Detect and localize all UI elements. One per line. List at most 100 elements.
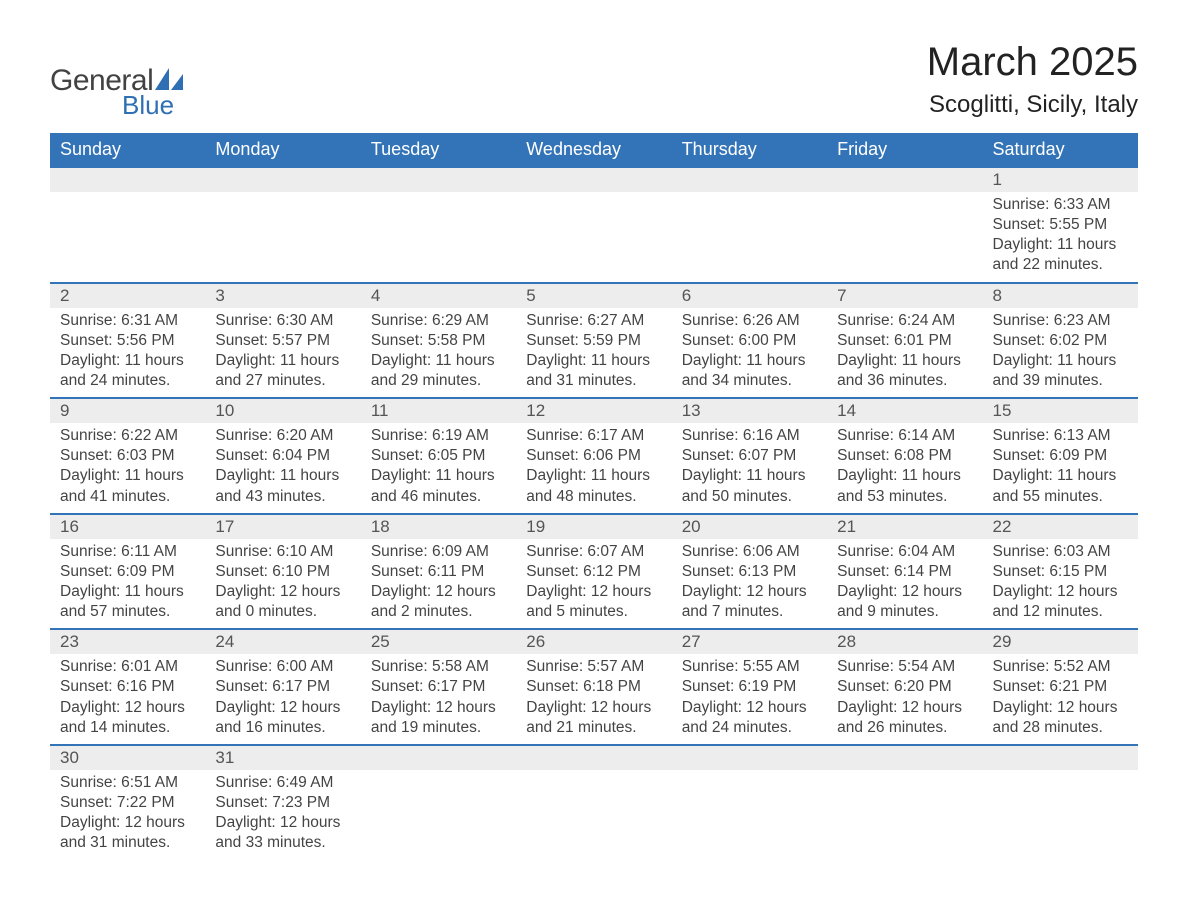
day-content: Sunrise: 6:33 AMSunset: 5:55 PMDaylight:… <box>983 192 1138 282</box>
daylight-line: Daylight: 11 hours and 53 minutes. <box>837 466 972 506</box>
sunrise-line: Sunrise: 6:06 AM <box>682 542 817 562</box>
sunrise-line: Sunrise: 6:30 AM <box>215 311 350 331</box>
day-number: 20 <box>672 515 827 539</box>
daylight-line: Daylight: 11 hours and 31 minutes. <box>526 351 661 391</box>
daylight-line: Daylight: 11 hours and 43 minutes. <box>215 466 350 506</box>
sunrise-line: Sunrise: 6:09 AM <box>371 542 506 562</box>
sunset-line: Sunset: 6:20 PM <box>837 677 972 697</box>
calendar-day-cell: 7Sunrise: 6:24 AMSunset: 6:01 PMDaylight… <box>827 283 982 399</box>
sunset-line: Sunset: 6:11 PM <box>371 562 506 582</box>
sunset-line: Sunset: 6:03 PM <box>60 446 195 466</box>
day-number <box>827 746 982 770</box>
daylight-line: Daylight: 11 hours and 41 minutes. <box>60 466 195 506</box>
day-number: 8 <box>983 284 1138 308</box>
weekday-header: Thursday <box>672 133 827 167</box>
day-number <box>205 168 360 192</box>
sunset-line: Sunset: 6:10 PM <box>215 562 350 582</box>
day-content: Sunrise: 6:10 AMSunset: 6:10 PMDaylight:… <box>205 539 360 629</box>
weekday-header: Saturday <box>983 133 1138 167</box>
calendar-empty-cell <box>205 167 360 283</box>
day-content: Sunrise: 6:23 AMSunset: 6:02 PMDaylight:… <box>983 308 1138 398</box>
daylight-line: Daylight: 11 hours and 57 minutes. <box>60 582 195 622</box>
day-number: 24 <box>205 630 360 654</box>
calendar-day-cell: 17Sunrise: 6:10 AMSunset: 6:10 PMDayligh… <box>205 514 360 630</box>
daylight-line: Daylight: 12 hours and 14 minutes. <box>60 698 195 738</box>
day-content: Sunrise: 6:31 AMSunset: 5:56 PMDaylight:… <box>50 308 205 398</box>
sunset-line: Sunset: 6:05 PM <box>371 446 506 466</box>
calendar-day-cell: 26Sunrise: 5:57 AMSunset: 6:18 PMDayligh… <box>516 629 671 745</box>
daylight-line: Daylight: 12 hours and 26 minutes. <box>837 698 972 738</box>
day-content: Sunrise: 6:20 AMSunset: 6:04 PMDaylight:… <box>205 423 360 513</box>
day-number: 30 <box>50 746 205 770</box>
sunset-line: Sunset: 6:19 PM <box>682 677 817 697</box>
day-content: Sunrise: 6:11 AMSunset: 6:09 PMDaylight:… <box>50 539 205 629</box>
day-number: 27 <box>672 630 827 654</box>
day-number: 22 <box>983 515 1138 539</box>
day-content: Sunrise: 6:06 AMSunset: 6:13 PMDaylight:… <box>672 539 827 629</box>
calendar-day-cell: 22Sunrise: 6:03 AMSunset: 6:15 PMDayligh… <box>983 514 1138 630</box>
daylight-line: Daylight: 11 hours and 50 minutes. <box>682 466 817 506</box>
daylight-line: Daylight: 12 hours and 5 minutes. <box>526 582 661 622</box>
sunset-line: Sunset: 6:17 PM <box>371 677 506 697</box>
sunset-line: Sunset: 6:00 PM <box>682 331 817 351</box>
day-number <box>672 746 827 770</box>
day-number: 7 <box>827 284 982 308</box>
sunset-line: Sunset: 6:06 PM <box>526 446 661 466</box>
sunrise-line: Sunrise: 6:49 AM <box>215 773 350 793</box>
day-number: 13 <box>672 399 827 423</box>
daylight-line: Daylight: 12 hours and 7 minutes. <box>682 582 817 622</box>
daylight-line: Daylight: 11 hours and 24 minutes. <box>60 351 195 391</box>
weekday-header: Tuesday <box>361 133 516 167</box>
sunset-line: Sunset: 6:15 PM <box>993 562 1128 582</box>
day-content <box>205 192 360 272</box>
day-content: Sunrise: 6:03 AMSunset: 6:15 PMDaylight:… <box>983 539 1138 629</box>
sunset-line: Sunset: 7:23 PM <box>215 793 350 813</box>
location: Scoglitti, Sicily, Italy <box>927 91 1138 119</box>
sunrise-line: Sunrise: 6:51 AM <box>60 773 195 793</box>
daylight-line: Daylight: 12 hours and 21 minutes. <box>526 698 661 738</box>
calendar-day-cell: 2Sunrise: 6:31 AMSunset: 5:56 PMDaylight… <box>50 283 205 399</box>
sunrise-line: Sunrise: 6:27 AM <box>526 311 661 331</box>
sunset-line: Sunset: 7:22 PM <box>60 793 195 813</box>
sunset-line: Sunset: 5:59 PM <box>526 331 661 351</box>
day-number: 1 <box>983 168 1138 192</box>
calendar-day-cell: 29Sunrise: 5:52 AMSunset: 6:21 PMDayligh… <box>983 629 1138 745</box>
day-content: Sunrise: 6:14 AMSunset: 6:08 PMDaylight:… <box>827 423 982 513</box>
title-block: March 2025 Scoglitti, Sicily, Italy <box>927 40 1138 119</box>
calendar-empty-cell <box>361 167 516 283</box>
day-content <box>672 770 827 850</box>
day-number: 2 <box>50 284 205 308</box>
day-number: 12 <box>516 399 671 423</box>
sunset-line: Sunset: 6:09 PM <box>993 446 1128 466</box>
day-content <box>516 192 671 272</box>
sunset-line: Sunset: 6:17 PM <box>215 677 350 697</box>
sunrise-line: Sunrise: 6:00 AM <box>215 657 350 677</box>
sunset-line: Sunset: 5:56 PM <box>60 331 195 351</box>
sunrise-line: Sunrise: 6:17 AM <box>526 426 661 446</box>
day-content <box>983 770 1138 850</box>
day-number: 11 <box>361 399 516 423</box>
calendar-week-row: 16Sunrise: 6:11 AMSunset: 6:09 PMDayligh… <box>50 514 1138 630</box>
day-content: Sunrise: 6:16 AMSunset: 6:07 PMDaylight:… <box>672 423 827 513</box>
sunrise-line: Sunrise: 6:10 AM <box>215 542 350 562</box>
day-number: 4 <box>361 284 516 308</box>
day-number <box>516 168 671 192</box>
daylight-line: Daylight: 12 hours and 9 minutes. <box>837 582 972 622</box>
calendar-day-cell: 13Sunrise: 6:16 AMSunset: 6:07 PMDayligh… <box>672 398 827 514</box>
daylight-line: Daylight: 11 hours and 46 minutes. <box>371 466 506 506</box>
calendar-week-row: 1Sunrise: 6:33 AMSunset: 5:55 PMDaylight… <box>50 167 1138 283</box>
sunrise-line: Sunrise: 6:03 AM <box>993 542 1128 562</box>
day-content: Sunrise: 6:13 AMSunset: 6:09 PMDaylight:… <box>983 423 1138 513</box>
day-content <box>827 770 982 850</box>
day-content: Sunrise: 5:57 AMSunset: 6:18 PMDaylight:… <box>516 654 671 744</box>
day-number: 6 <box>672 284 827 308</box>
sunrise-line: Sunrise: 5:55 AM <box>682 657 817 677</box>
sunset-line: Sunset: 5:58 PM <box>371 331 506 351</box>
sunrise-line: Sunrise: 6:13 AM <box>993 426 1128 446</box>
month-title: March 2025 <box>927 40 1138 85</box>
sunrise-line: Sunrise: 6:26 AM <box>682 311 817 331</box>
logo: General Blue <box>50 64 183 121</box>
calendar-day-cell: 20Sunrise: 6:06 AMSunset: 6:13 PMDayligh… <box>672 514 827 630</box>
weekday-header: Friday <box>827 133 982 167</box>
day-number: 21 <box>827 515 982 539</box>
